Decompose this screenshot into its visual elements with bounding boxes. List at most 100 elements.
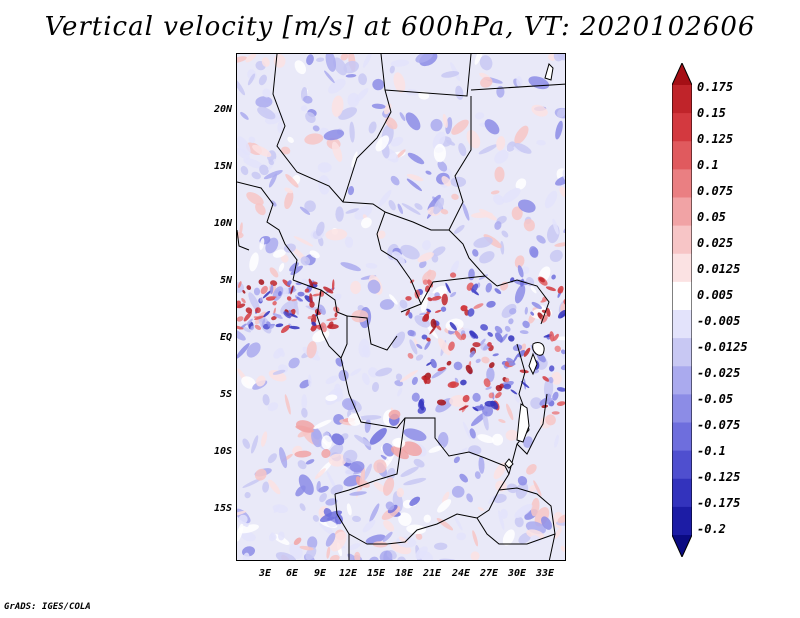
colorbar-segment [672,253,692,283]
velocity-patch [433,143,446,163]
velocity-patch [272,301,277,306]
velocity-patch [430,358,437,369]
velocity-patch [365,534,386,544]
velocity-patch [338,369,349,382]
velocity-patch [333,57,348,76]
velocity-patch [284,190,294,210]
colorbar-segment [672,366,692,395]
velocity-patch [255,96,273,108]
velocity-patch [551,371,562,385]
velocity-patch [407,353,414,359]
velocity-patch [310,324,320,330]
velocity-patch [349,461,365,473]
velocity-patch [312,514,319,522]
velocity-patch [560,545,565,552]
velocity-patch [462,394,470,403]
lon-label-33e: 33E [535,568,555,579]
velocity-patch [323,508,332,517]
velocity-patch [258,279,265,285]
velocity-patch [563,227,565,234]
velocity-patch [450,291,457,298]
velocity-patch [409,496,421,506]
map-canvas [237,54,565,560]
velocity-patch [434,542,448,551]
velocity-patch [399,369,419,383]
velocity-patch [349,491,367,496]
velocity-patch [548,365,555,372]
velocity-patch [309,250,320,259]
velocity-patch [349,121,355,143]
velocity-patch [382,531,393,542]
velocity-patch [305,459,315,465]
velocity-patch [242,438,250,449]
velocity-patch [237,329,246,341]
velocity-patch [556,387,565,392]
velocity-patch [542,296,546,303]
velocity-patch [360,217,372,229]
lat-label-15n: 15N [213,161,232,172]
velocity-patch [369,503,380,523]
velocity-patch [466,129,481,149]
velocity-patch [254,315,265,320]
velocity-patch [345,74,357,78]
lon-label-24e: 24E [451,568,471,579]
velocity-patch [334,383,341,393]
velocity-patch [254,468,267,481]
velocity-patch [280,324,291,334]
velocity-patch [372,78,385,91]
velocity-patch [325,394,338,402]
velocity-patch [246,318,253,326]
velocity-patch [250,325,255,331]
velocity-patch [449,322,457,331]
velocity-patch [427,194,441,211]
velocity-patch [484,400,496,407]
velocity-patch [325,375,338,385]
velocity-patch [270,200,277,207]
velocity-patch [496,136,506,151]
velocity-patch [495,391,502,399]
velocity-patch [275,552,297,560]
velocity-patch [398,512,412,526]
velocity-patch [283,311,291,319]
velocity-patch [472,342,481,348]
velocity-patch [426,337,431,342]
velocity-patch [504,377,510,383]
velocity-patch [552,218,559,235]
lat-label-10n: 10N [213,218,232,229]
colorbar-segment [672,63,692,85]
velocity-patch [347,92,360,108]
velocity-patch [240,111,249,120]
velocity-patch [455,85,464,100]
colorbar-label-14: -0.1 [697,444,726,458]
velocity-patch [375,367,393,377]
velocity-patch [523,218,535,232]
velocity-patch [255,203,266,216]
velocity-patch [401,203,421,215]
velocity-patch [536,139,546,146]
velocity-patch [289,543,303,560]
velocity-patch [259,238,265,250]
lon-label-6e: 6E [285,568,299,579]
velocity-patch [237,78,246,96]
velocity-patch [438,338,451,356]
velocity-patch [473,303,484,309]
velocity-map [236,53,566,561]
colorbar-label-12: -0.05 [697,392,734,406]
velocity-patch [335,206,344,222]
velocity-patch [417,252,434,263]
velocity-patch [514,503,533,519]
velocity-patch [351,151,358,168]
velocity-patch [560,349,565,355]
velocity-patch [343,449,358,464]
velocity-patch [506,403,514,421]
velocity-patch [368,556,379,560]
velocity-patch [485,386,492,390]
velocity-patch [379,299,395,310]
velocity-patch [297,460,307,470]
velocity-patch [500,241,505,255]
velocity-patch [403,477,427,486]
lon-label-15e: 15E [366,568,386,579]
velocity-patch [348,543,361,550]
velocity-patch [319,522,335,536]
velocity-patch [262,481,270,493]
